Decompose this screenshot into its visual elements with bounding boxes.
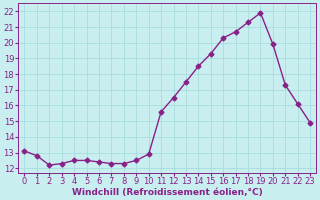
X-axis label: Windchill (Refroidissement éolien,°C): Windchill (Refroidissement éolien,°C): [72, 188, 263, 197]
